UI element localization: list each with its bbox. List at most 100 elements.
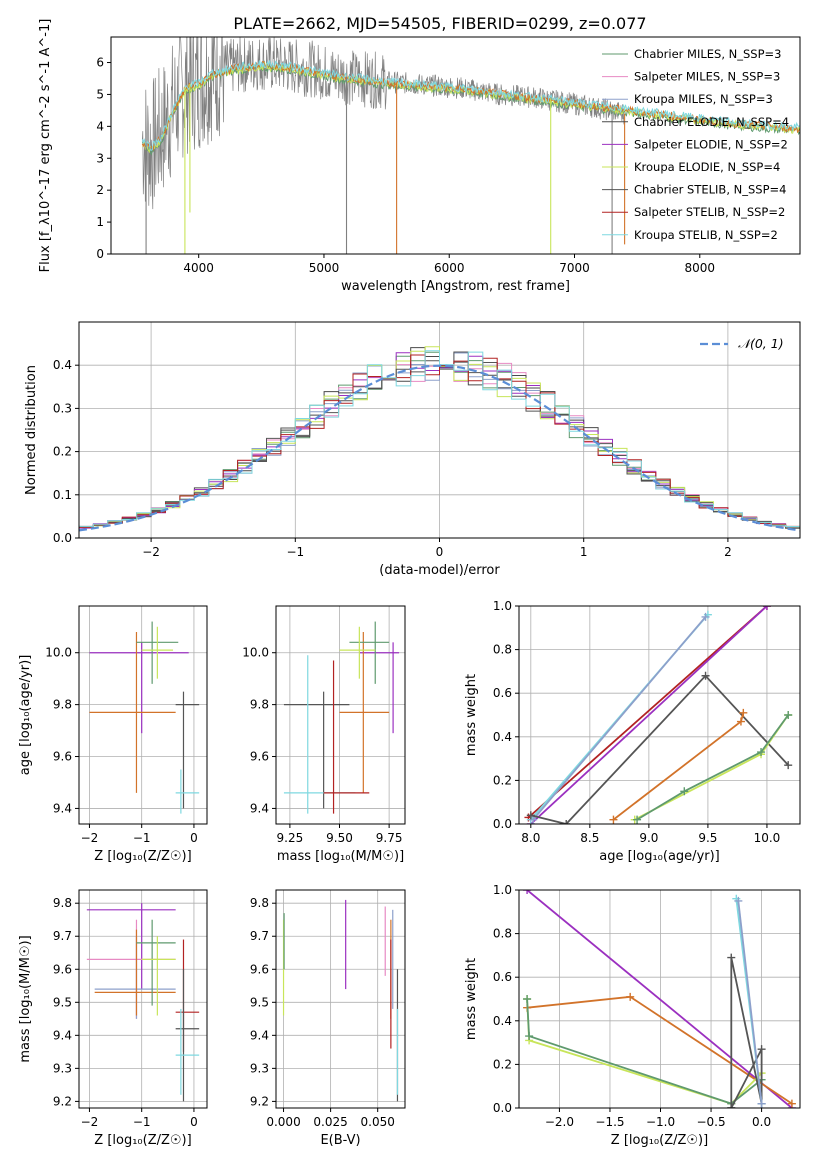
y-tick-label: 0.8 <box>493 643 512 657</box>
y-tick-label: 9.7 <box>250 929 269 943</box>
x-tick-label: 1 <box>580 545 588 559</box>
x-tick-label: 0 <box>190 1115 198 1129</box>
x-tick-label: 0 <box>190 831 198 845</box>
y-tick-label: 9.6 <box>250 750 269 764</box>
panel-mass_vs_z: −2 −1 0 9.2 9.3 9.4 9.5 9.6 9.7 9.8 Z [log₁₀(Z/Z☉)… <box>18 889 208 1148</box>
weight-line-chabrier_stelib <box>530 674 789 824</box>
axes-frame <box>275 889 406 1109</box>
y-tick-label: 0.4 <box>53 358 72 372</box>
y-tick-label: 0.3 <box>53 401 72 415</box>
y-tick-label: 0.2 <box>493 773 512 787</box>
panel-weight_vs_z: −2.0 −1.5 −1.0 −0.5 0.0 0.0 0.2 0.4 0.6 0.8 1.0 Z [… <box>464 883 801 1148</box>
weight-marker <box>680 787 689 796</box>
weight-marker <box>523 890 532 894</box>
y-tick-label: 0.0 <box>53 531 72 545</box>
y-axis-label: Flux [f_λ10^-17 erg cm^-2 s^-1 A^-1] <box>38 19 53 273</box>
legend-entry: Kroupa MILES, N_SSP=3 <box>634 92 773 106</box>
y-tick-label: 9.6 <box>53 962 72 976</box>
x-tick-label: 8.0 <box>521 831 540 845</box>
y-tick-label: 9.8 <box>250 896 269 910</box>
x-tick-label: 2 <box>724 545 732 559</box>
plot-area <box>282 899 399 1102</box>
y-tick-label: 9.8 <box>53 896 72 910</box>
y-tick-label: 0.4 <box>493 1014 512 1028</box>
x-tick-label: 4000 <box>183 261 214 275</box>
weight-marker <box>529 815 538 824</box>
x-tick-label: 0.000 <box>266 1115 300 1129</box>
weight-marker <box>787 1099 796 1108</box>
gaussian-curve <box>79 364 800 532</box>
x-axis-label: (data-model)/error <box>379 563 500 578</box>
weight-marker <box>757 748 766 757</box>
plot-area <box>79 346 800 532</box>
x-tick-label: −2.0 <box>545 1115 574 1129</box>
weight-marker <box>727 1104 736 1108</box>
y-axis-label: age [log₁₀(age/yr)] <box>18 655 33 776</box>
x-tick-label: 5000 <box>309 261 340 275</box>
y-tick-label: 0.0 <box>493 1101 512 1115</box>
y-tick-label: 9.4 <box>250 801 269 815</box>
y-tick-label: 9.6 <box>250 962 269 976</box>
weight-marker <box>562 820 571 824</box>
axes-frame <box>78 889 208 1109</box>
weight-line-salpeter_stelib <box>527 606 768 819</box>
axes-frame <box>518 889 801 1109</box>
plot-area <box>89 621 200 814</box>
y-axis-label: mass [log₁₀(M/M☉)] <box>18 935 33 1062</box>
weight-marker <box>525 1032 534 1041</box>
x-tick-label: −1 <box>286 545 304 559</box>
x-tick-label: 9.75 <box>376 831 403 845</box>
data-spectrum <box>141 37 625 210</box>
x-tick-label: −1 <box>133 831 151 845</box>
y-tick-label: 0.6 <box>493 970 512 984</box>
weight-line-salpeter_elodie <box>526 890 793 1108</box>
y-tick-label: 9.4 <box>53 801 72 815</box>
y-tick-label: 9.3 <box>250 1061 269 1075</box>
y-axis-label: Normed distribution <box>24 365 39 495</box>
legend-entry: Kroupa STELIB, N_SSP=2 <box>634 228 778 242</box>
panel-age_vs_z: −2 −1 0 9.4 9.6 9.8 10.0 Z [log₁₀(Z/Z☉)] age [lo… <box>18 605 208 864</box>
x-axis-label: wavelength [Angstrom, rest frame] <box>341 279 570 294</box>
y-tick-label: 9.7 <box>53 929 72 943</box>
legend-entry: Salpeter MILES, N_SSP=3 <box>634 70 780 84</box>
weight-marker <box>701 612 710 621</box>
weight-marker <box>523 995 532 1003</box>
x-axis-label: E(B-V) <box>320 1133 360 1148</box>
plot-area <box>523 890 796 1108</box>
y-tick-label: 1.0 <box>493 599 512 613</box>
x-tick-label: −2 <box>142 545 160 559</box>
y-tick-label: 9.2 <box>250 1094 269 1108</box>
weight-marker <box>739 708 748 717</box>
weight-line-kroupa_elodie <box>634 714 789 821</box>
y-tick-label: 9.2 <box>53 1094 72 1108</box>
y-tick-label: 9.5 <box>53 995 72 1009</box>
y-tick-label: 1 <box>96 215 104 229</box>
axes-frame <box>275 605 406 825</box>
weight-marker <box>784 761 793 770</box>
panel-mass_vs_ebv: 0.000 0.025 0.050 9.2 9.3 9.4 9.5 9.6 9.7 9.8 E(B-… <box>250 889 406 1148</box>
x-tick-label: −1 <box>133 1115 151 1129</box>
y-axis-label: mass weight <box>464 958 479 1040</box>
y-tick-label: 10.0 <box>45 646 72 660</box>
weight-marker <box>757 1045 766 1054</box>
y-tick-label: 0 <box>96 247 104 261</box>
panel-age_vs_mass: 9.25 9.50 9.75 9.4 9.6 9.8 10.0 mass [log₁₀(M/M… <box>242 605 406 864</box>
y-tick-label: 0.8 <box>493 927 512 941</box>
x-tick-label: 0.050 <box>361 1115 395 1129</box>
weight-marker <box>734 896 743 905</box>
legend-entry: Salpeter ELODIE, N_SSP=2 <box>634 137 788 151</box>
figure-title: PLATE=2662, MJD=54505, FIBERID=0299, z=0… <box>233 14 646 33</box>
weight-line-kroupa_miles <box>737 900 763 1104</box>
x-axis-label: Z [log₁₀(Z/Z☉)] <box>611 1133 708 1148</box>
y-tick-label: 9.5 <box>250 995 269 1009</box>
y-tick-label: 9.4 <box>250 1028 269 1042</box>
plot-area <box>283 621 400 814</box>
x-axis-label: age [log₁₀(age/yr)] <box>599 849 720 864</box>
y-tick-label: 9.8 <box>250 698 269 712</box>
y-tick-label: 9.3 <box>53 1061 72 1075</box>
weight-line-kroupa_elodie <box>526 998 763 1105</box>
weight-marker <box>736 717 745 726</box>
panel-residuals: −2 −1 0 1 2 0.0 0.1 0.2 0.3 0.4 (data-model)/error… <box>24 321 801 578</box>
y-tick-label: 0.2 <box>53 445 72 459</box>
